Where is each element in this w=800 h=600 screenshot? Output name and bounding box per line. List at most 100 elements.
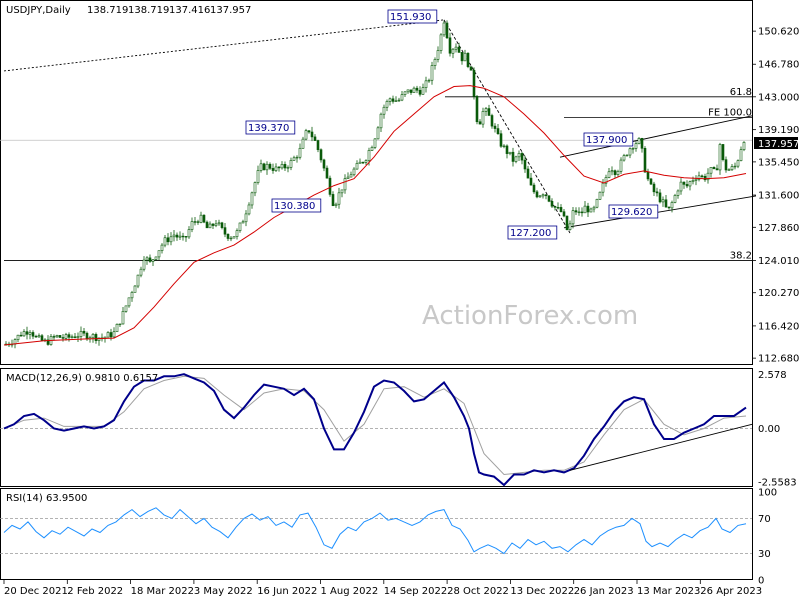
candle-body <box>325 167 329 179</box>
candle-body <box>571 210 575 225</box>
candle-body <box>493 125 497 129</box>
candle-body <box>181 235 185 238</box>
candle-body <box>595 198 599 208</box>
candle-body <box>415 87 419 91</box>
candle-body <box>652 183 656 193</box>
candle-body <box>619 159 623 172</box>
candle-body <box>367 150 371 161</box>
pivot-label-2: 130.380 <box>274 201 315 212</box>
candle-body <box>19 334 23 337</box>
candle-body <box>574 210 578 213</box>
candle-body <box>544 194 548 197</box>
price-ytick-label: 146.780 <box>758 60 799 71</box>
candle-body <box>622 155 626 161</box>
macd-line <box>3 373 747 487</box>
candle-body <box>106 332 110 338</box>
candle-body <box>646 171 650 180</box>
candle-body <box>706 172 710 181</box>
candle-body <box>628 148 632 156</box>
candle-body <box>475 96 479 123</box>
candle-body <box>382 106 386 115</box>
candle-body <box>679 181 683 192</box>
rsi-panel-frame <box>0 488 753 580</box>
candle-body <box>490 115 494 127</box>
candle-body <box>205 221 209 229</box>
price-ytick-label: 139.190 <box>758 125 799 136</box>
macd-ytick-label: 0.00 <box>758 424 780 435</box>
candle-body <box>499 133 503 147</box>
candle-body <box>238 222 242 231</box>
candle-body <box>61 337 65 339</box>
candle-body <box>130 292 134 299</box>
candle-body <box>487 108 491 116</box>
candle-body <box>292 157 296 161</box>
candle-body <box>139 268 143 276</box>
level-label-0: 61.8 <box>730 87 752 98</box>
candle-body <box>220 222 224 228</box>
candle-body <box>496 128 500 134</box>
pivot-box-3 <box>507 225 558 240</box>
candle-body <box>172 234 176 238</box>
candle-body <box>310 131 314 138</box>
price-panel-frame <box>0 0 753 365</box>
price-high: 138.719 <box>128 5 169 16</box>
candle-body <box>727 169 731 171</box>
xtick-label: 28 Oct 2022 <box>447 586 509 597</box>
candle-body <box>154 256 158 260</box>
candle-body <box>55 335 59 338</box>
candle-body <box>184 236 188 238</box>
candle-body <box>340 189 344 194</box>
candle-body <box>187 229 191 238</box>
candle-body <box>442 22 446 36</box>
pivot-label-5: 129.620 <box>611 207 652 218</box>
candle-body <box>280 164 284 169</box>
xtick-label: 16 Jun 2022 <box>257 586 317 597</box>
candle-body <box>589 208 593 213</box>
candle-body <box>550 201 554 207</box>
candle-body <box>73 336 77 338</box>
candle-body <box>673 195 677 203</box>
candle-body <box>418 89 422 95</box>
candle-body <box>283 164 287 169</box>
candle-body <box>250 192 254 206</box>
candle-body <box>127 297 131 307</box>
candle-body <box>109 332 113 338</box>
candle-body <box>400 94 404 101</box>
candle-body <box>316 140 320 150</box>
xtick-label: 20 Dec 2021 <box>4 586 68 597</box>
price-ytick-label: 135.450 <box>758 157 799 168</box>
candle-body <box>124 305 128 312</box>
candle-body <box>640 137 644 149</box>
xtick-label: 2 Feb 2022 <box>67 586 123 597</box>
candle-body <box>472 69 476 97</box>
candle-body <box>322 159 326 169</box>
candle-body <box>424 80 428 88</box>
candle-body <box>733 165 737 168</box>
pivot-label-0: 151.930 <box>390 12 431 23</box>
rsi-layer <box>0 507 752 555</box>
candle-body <box>214 223 218 226</box>
candle-body <box>94 334 98 341</box>
candle-body <box>67 334 71 338</box>
candle-body <box>541 194 545 197</box>
level-label-2: 38.2 <box>730 251 752 262</box>
candle-body <box>301 138 305 149</box>
candle-body <box>274 166 278 171</box>
candle-body <box>655 191 659 194</box>
pivot-label-1: 139.370 <box>248 123 289 134</box>
xtick-label: 26 Jan 2023 <box>574 586 634 597</box>
candle-body <box>157 250 161 258</box>
candle-body <box>670 202 674 209</box>
candle-body <box>364 160 368 163</box>
candle-body <box>556 207 560 209</box>
candle-body <box>484 108 488 112</box>
candle-body <box>739 149 743 161</box>
candle-body <box>520 153 524 161</box>
candle-body <box>529 177 533 186</box>
candle-body <box>304 130 308 140</box>
candle-body <box>463 52 467 62</box>
candle-body <box>643 148 647 173</box>
candle-body <box>145 257 149 261</box>
candle-body <box>202 214 206 223</box>
candle-body <box>313 136 317 141</box>
